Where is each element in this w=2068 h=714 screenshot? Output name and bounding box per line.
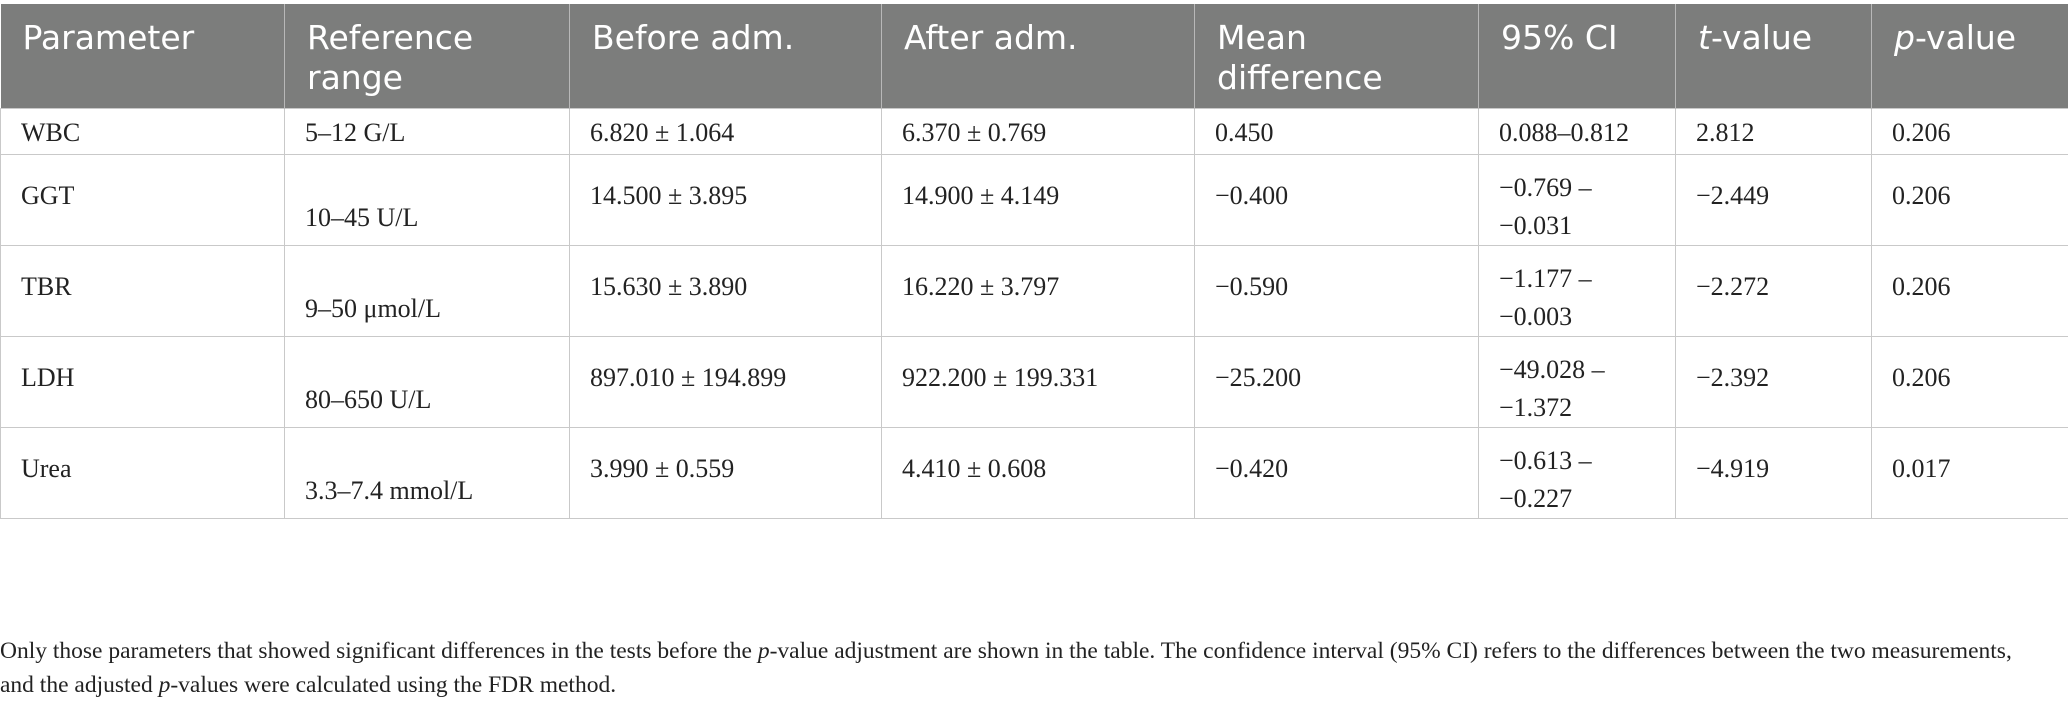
ci-line-2: −0.003	[1499, 302, 1573, 331]
header-p-rest: -value	[1914, 18, 2017, 57]
cell-ci: −49.028 – −1.372	[1478, 336, 1676, 428]
cell-before: 15.630 ± 3.890	[569, 245, 882, 337]
header-mean-difference: Mean difference	[1194, 4, 1479, 109]
cell-t: −2.272	[1675, 245, 1872, 337]
table-row: TBR 9–50 μmol/L 15.630 ± 3.890 16.220 ± …	[0, 245, 2068, 337]
table-row: WBC 5–12 G/L 6.820 ± 1.064 6.370 ± 0.769…	[0, 108, 2068, 155]
cell-p: 0.017	[1871, 427, 2068, 519]
cell-ci: −0.613 – −0.227	[1478, 427, 1676, 519]
ci-line-1: −1.177 –	[1499, 264, 1592, 293]
cell-parameter: TBR	[0, 245, 285, 337]
cell-after: 14.900 ± 4.149	[881, 154, 1195, 246]
cell-range: 80–650 U/L	[284, 336, 570, 428]
footnote-part-1: Only those parameters that showed signif…	[0, 638, 758, 664]
cell-ci: −1.177 – −0.003	[1478, 245, 1676, 337]
header-p-value: p-value	[1871, 4, 2068, 109]
cell-parameter: Urea	[0, 427, 285, 519]
footnote-part-2: -value adjustment are shown in the table…	[0, 638, 2012, 698]
cell-range: 9–50 μmol/L	[284, 245, 570, 337]
ci-line-1: −49.028 –	[1499, 355, 1605, 384]
cell-before: 14.500 ± 3.895	[569, 154, 882, 246]
cell-parameter: WBC	[0, 108, 285, 155]
header-after: After adm.	[881, 4, 1195, 109]
cell-t: −2.392	[1675, 336, 1872, 428]
header-parameter: Parameter	[0, 4, 285, 109]
header-t-value: t-value	[1675, 4, 1872, 109]
cell-p: 0.206	[1871, 108, 2068, 155]
cell-before: 3.990 ± 0.559	[569, 427, 882, 519]
cell-p: 0.206	[1871, 154, 2068, 246]
table-row: Urea 3.3–7.4 mmol/L 3.990 ± 0.559 4.410 …	[0, 427, 2068, 519]
ci-line-2: −1.372	[1499, 393, 1573, 422]
header-p-italic: p	[1894, 18, 1915, 57]
cell-p: 0.206	[1871, 336, 2068, 428]
cell-mean-diff: 0.450	[1194, 108, 1479, 155]
cell-parameter: GGT	[0, 154, 285, 246]
header-before: Before adm.	[569, 4, 882, 109]
ci-line-2: −0.031	[1499, 211, 1573, 240]
cell-mean-diff: −0.590	[1194, 245, 1479, 337]
header-ci: 95% CI	[1478, 4, 1676, 109]
table-body: WBC 5–12 G/L 6.820 ± 1.064 6.370 ± 0.769…	[0, 108, 2068, 519]
footnote-part-3: -values were calculated using the FDR me…	[170, 672, 617, 698]
header-reference-range: Reference range	[284, 4, 570, 109]
footnote-p-italic-1: p	[757, 638, 770, 664]
cell-t: −4.919	[1675, 427, 1872, 519]
table-footnote: Only those parameters that showed signif…	[0, 634, 2050, 702]
table-row: GGT 10–45 U/L 14.500 ± 3.895 14.900 ± 4.…	[0, 154, 2068, 246]
cell-mean-diff: −0.400	[1194, 154, 1479, 246]
cell-range: 10–45 U/L	[284, 154, 570, 246]
cell-before: 897.010 ± 194.899	[569, 336, 882, 428]
cell-t: 2.812	[1675, 108, 1872, 155]
ci-line-1: −0.613 –	[1499, 446, 1592, 475]
header-t-rest: -value	[1710, 18, 1813, 57]
cell-mean-diff: −0.420	[1194, 427, 1479, 519]
ci-line-1: −0.769 –	[1499, 173, 1592, 202]
table-row: LDH 80–650 U/L 897.010 ± 194.899 922.200…	[0, 336, 2068, 428]
cell-ci: −0.769 – −0.031	[1478, 154, 1676, 246]
cell-range: 3.3–7.4 mmol/L	[284, 427, 570, 519]
cell-after: 4.410 ± 0.608	[881, 427, 1195, 519]
cell-parameter: LDH	[0, 336, 285, 428]
cell-p: 0.206	[1871, 245, 2068, 337]
results-table-container: Parameter Reference range Before adm. Af…	[0, 4, 2068, 519]
cell-t: −2.449	[1675, 154, 1872, 246]
cell-after: 16.220 ± 3.797	[881, 245, 1195, 337]
ci-line-2: −0.227	[1499, 484, 1573, 513]
table-header: Parameter Reference range Before adm. Af…	[0, 4, 2068, 109]
footnote-p-italic-2: p	[158, 672, 171, 698]
cell-mean-diff: −25.200	[1194, 336, 1479, 428]
cell-range: 5–12 G/L	[284, 108, 570, 155]
cell-before: 6.820 ± 1.064	[569, 108, 882, 155]
results-table: Parameter Reference range Before adm. Af…	[0, 4, 2068, 519]
cell-ci: 0.088–0.812	[1478, 108, 1676, 155]
header-row: Parameter Reference range Before adm. Af…	[0, 4, 2068, 109]
header-t-italic: t	[1698, 18, 1711, 57]
cell-after: 6.370 ± 0.769	[881, 108, 1195, 155]
cell-after: 922.200 ± 199.331	[881, 336, 1195, 428]
